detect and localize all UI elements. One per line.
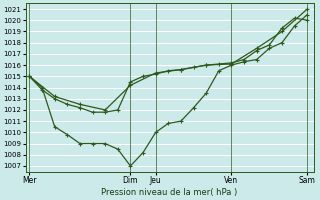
X-axis label: Pression niveau de la mer( hPa ): Pression niveau de la mer( hPa )	[101, 188, 238, 197]
